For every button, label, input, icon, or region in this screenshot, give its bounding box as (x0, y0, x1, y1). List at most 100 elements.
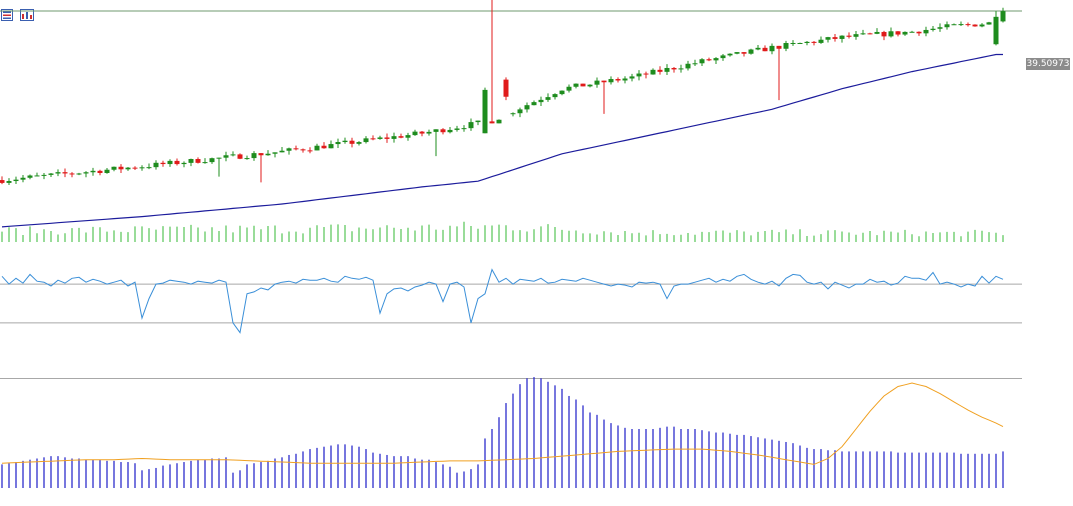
candle-body (699, 59, 705, 64)
candle-body (265, 153, 271, 156)
candle-body (916, 31, 922, 34)
candle-body (223, 155, 229, 158)
candle-body (580, 83, 586, 87)
candle-body (678, 68, 684, 70)
candle-body (174, 160, 180, 165)
candle-body (839, 35, 845, 39)
candle-body (461, 128, 467, 130)
candle-body (622, 78, 628, 81)
candle-body (167, 160, 173, 165)
candle-body (720, 55, 726, 59)
moving-average-line (1, 53, 1003, 228)
candle-body (713, 58, 719, 61)
candle-body (34, 175, 40, 177)
candle-body (139, 167, 145, 169)
candle-body (118, 166, 124, 170)
candle-body (160, 162, 166, 165)
candle-body (412, 131, 418, 136)
candle-body (48, 173, 54, 175)
candle-body (251, 153, 257, 159)
signal-line (1, 382, 1004, 465)
candle-body (181, 162, 187, 165)
candle-body (979, 24, 985, 27)
candle-body (258, 153, 264, 156)
candle-body (384, 137, 390, 139)
candle-body (468, 122, 474, 129)
candle-body (531, 102, 537, 106)
candle-body (587, 84, 593, 87)
candle-body (370, 138, 376, 140)
candle-body (629, 76, 635, 79)
candle-body (286, 148, 292, 151)
candle-body (307, 150, 313, 152)
candle-body (972, 24, 978, 27)
list-icon[interactable] (1, 6, 13, 21)
candle-body (769, 45, 775, 52)
candle-body (986, 22, 992, 25)
candle-body (0, 180, 5, 183)
candle-body (853, 34, 859, 37)
candle-body (776, 45, 782, 49)
candle-body (825, 37, 831, 40)
candle-body (216, 157, 222, 159)
candle-body (97, 170, 103, 173)
candle-body (804, 41, 810, 43)
candle-body (279, 150, 285, 153)
candle-body (881, 31, 887, 37)
candle-body (930, 28, 936, 30)
candle-body (356, 142, 362, 144)
candle-body (419, 131, 425, 134)
candle-body (321, 145, 327, 149)
candle-body (363, 138, 369, 143)
candle-body (328, 144, 334, 149)
candle-body (1000, 11, 1006, 22)
candle-body (230, 154, 236, 156)
chart-window-icon[interactable] (20, 6, 34, 21)
candle-body (993, 16, 999, 45)
candle-body (860, 33, 866, 35)
candle-body (314, 145, 320, 151)
candle-body (552, 94, 558, 98)
candle-body (482, 89, 488, 134)
candle-body (433, 129, 439, 132)
candle-body (818, 39, 824, 43)
candle-body (811, 41, 817, 43)
candle-body (244, 158, 250, 160)
candle-body (608, 79, 614, 83)
candle-body (734, 52, 740, 54)
candle-body (510, 113, 516, 115)
candle-body (545, 97, 551, 100)
candle-body (69, 173, 75, 175)
candle-body (762, 47, 768, 52)
candle-body (748, 49, 754, 54)
candle-body (90, 170, 96, 173)
candle-body (391, 136, 397, 139)
candle-body (685, 63, 691, 69)
candle-body (727, 53, 733, 56)
candle-body (426, 131, 432, 134)
candle-body (475, 120, 481, 123)
candle-body (706, 59, 712, 61)
candle-body (454, 128, 460, 130)
candle-body (783, 43, 789, 49)
candle-body (342, 140, 348, 143)
candle-body (755, 47, 761, 50)
candle-body (41, 174, 47, 176)
candle-body (202, 162, 208, 164)
candle-body (272, 152, 278, 154)
candle-body (923, 29, 929, 34)
candle-body (447, 129, 453, 133)
candle-body (125, 167, 131, 170)
candle-body (188, 159, 194, 163)
candle-body (335, 142, 341, 145)
candle-body (832, 37, 838, 39)
candle-body (657, 69, 663, 72)
candle-body (867, 33, 873, 35)
candle-body (405, 135, 411, 138)
candle-body (55, 172, 61, 174)
candle-body (937, 27, 943, 29)
candle-body (377, 137, 383, 139)
candle-body (615, 79, 621, 81)
candle-body (398, 136, 404, 138)
